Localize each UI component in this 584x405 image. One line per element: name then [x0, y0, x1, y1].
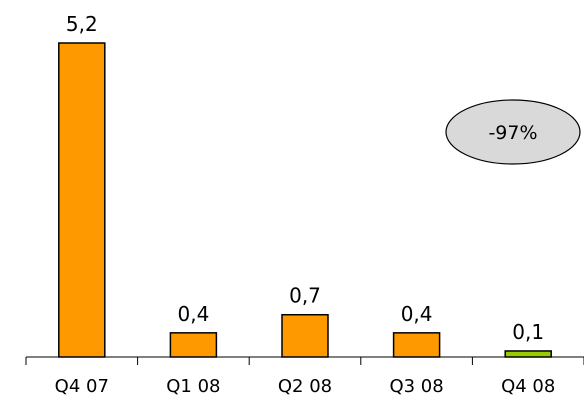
percent-change-callout: -97%: [445, 99, 581, 165]
category-labels-layer: Q4 07 Q1 08 Q2 08 Q3 08 Q4 08: [55, 376, 556, 397]
category-label: Q3 08: [389, 376, 443, 397]
callout-ellipse: [445, 99, 581, 165]
value-label: 0,1: [512, 320, 544, 344]
bar-q4-08: [504, 350, 552, 358]
value-label: 5,2: [66, 12, 98, 36]
value-label: 0,4: [177, 302, 209, 326]
value-label: 0,4: [401, 302, 433, 326]
value-labels-layer: 5,2 0,4 0,7 0,4 0,1: [66, 12, 544, 344]
category-label: Q2 08: [278, 376, 332, 397]
x-ticks-layer: [25, 357, 584, 365]
category-label: Q1 08: [166, 376, 220, 397]
bar-q2-08: [281, 313, 329, 358]
callout-label: -97%: [488, 122, 537, 144]
bar-q4-07: [58, 42, 106, 358]
bar-q3-08: [392, 332, 441, 358]
bars-layer: [58, 42, 552, 358]
category-label: Q4 07: [55, 376, 109, 397]
category-label: Q4 08: [501, 376, 555, 397]
value-label: 0,7: [289, 284, 321, 308]
bar-q1-08: [169, 332, 218, 358]
